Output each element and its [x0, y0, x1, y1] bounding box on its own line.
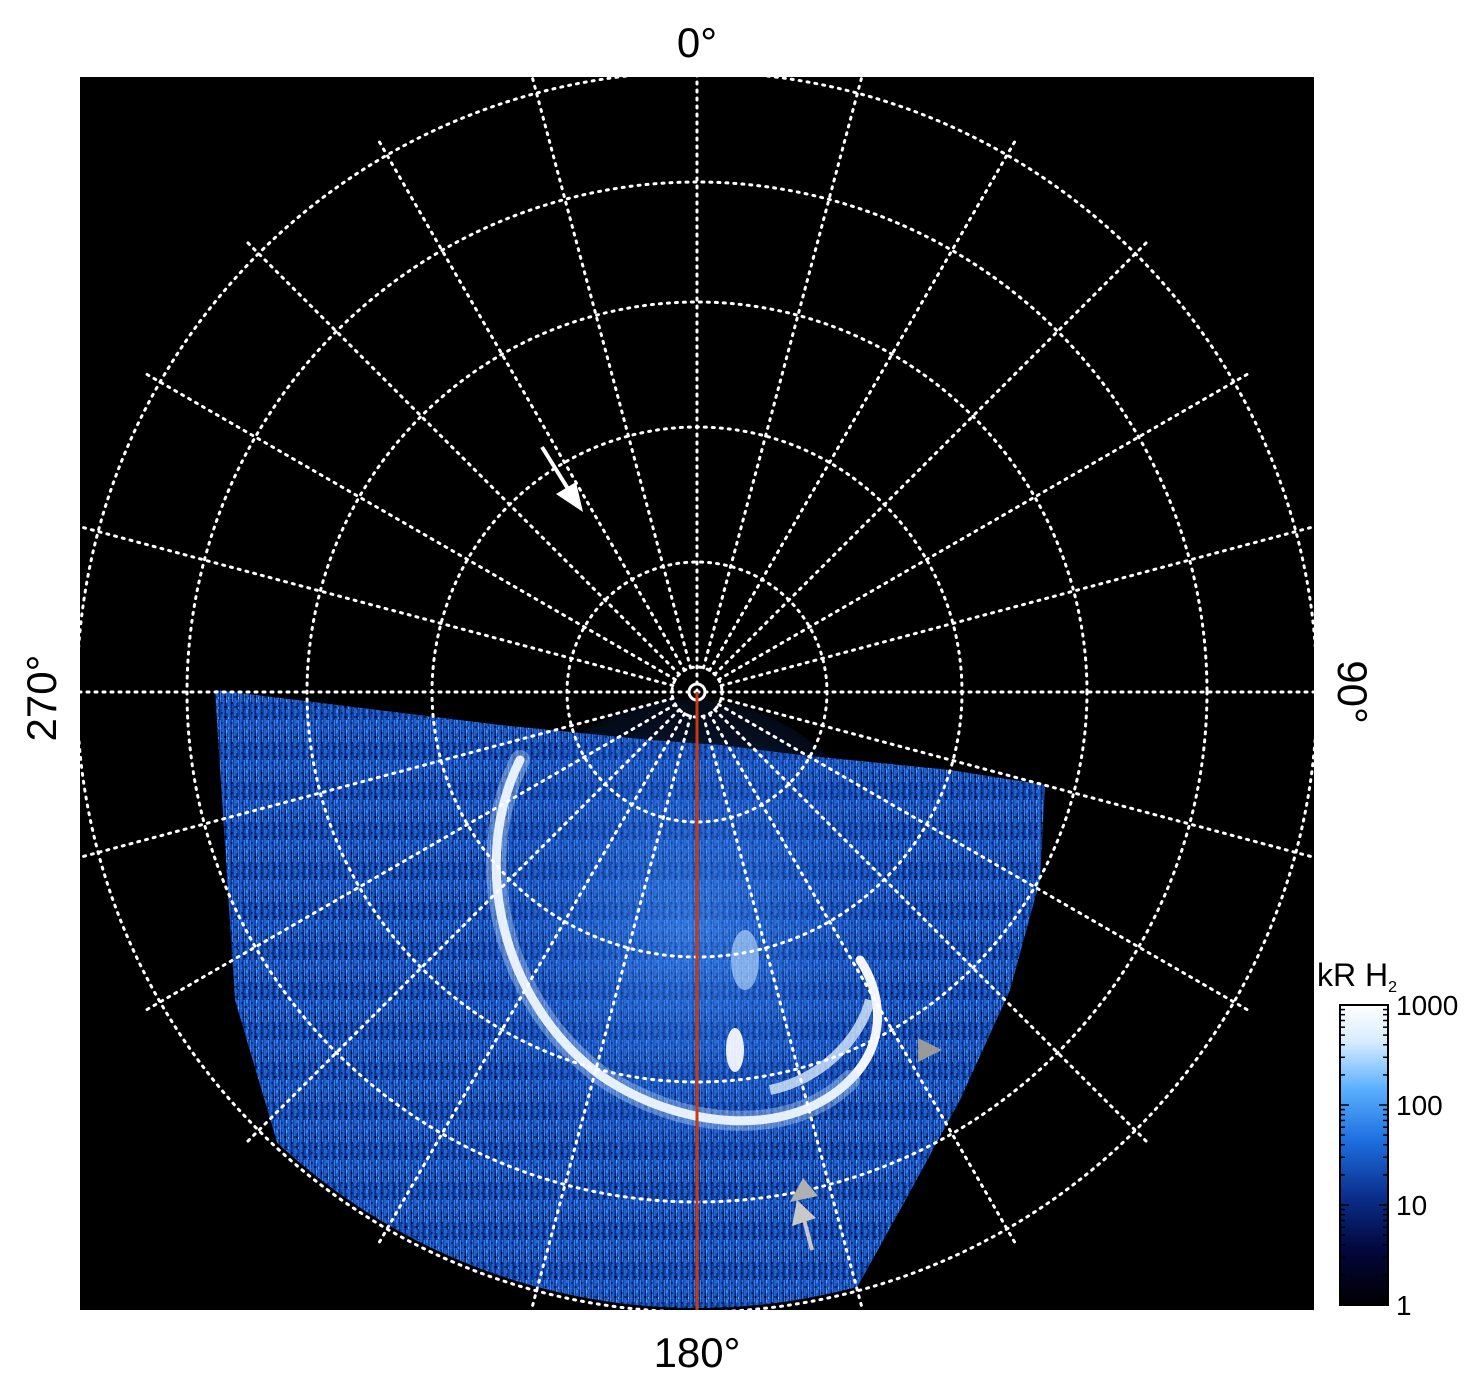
- meridian-line: [717, 703, 1253, 1014]
- colorbar: kR H2 1000 100 10 1: [1317, 957, 1458, 1321]
- meridian-line: [141, 370, 677, 681]
- colorbar-title-subscript: 2: [1388, 979, 1397, 996]
- angle-label-bottom: 180°: [654, 1329, 741, 1376]
- colorbar-tick-label: 1: [1396, 1290, 1412, 1321]
- meridian-line: [80, 525, 675, 688]
- meridian-line: [713, 237, 1152, 676]
- colorbar-tick-label: 100: [1396, 1090, 1443, 1121]
- angle-label-top: 0°: [677, 19, 717, 66]
- angle-label-right: 90°: [1329, 660, 1376, 724]
- emission-spot: [731, 930, 759, 990]
- latitude-ring: [305, 300, 1089, 1084]
- meridian-line: [530, 77, 693, 670]
- colorbar-scale: [1339, 1004, 1389, 1306]
- meridian-line: [701, 714, 865, 1310]
- annotation-arrow-gray: [792, 1200, 816, 1251]
- meridian-line: [141, 703, 677, 1014]
- meridian-line: [375, 136, 686, 672]
- colorbar-tick-label: 1000: [1396, 990, 1458, 1021]
- annotation-arrowhead-gray: [918, 1038, 942, 1062]
- meridian-line: [708, 712, 1019, 1248]
- meridian-line: [713, 708, 1152, 1147]
- annotation-arrowhead-gray-2: [790, 1178, 818, 1202]
- svg-text:kR H2: kR H2: [1317, 957, 1397, 996]
- angle-label-left: 270°: [18, 655, 65, 742]
- meridian-line: [701, 77, 864, 670]
- meridian-line: [708, 136, 1019, 672]
- colorbar-title: kR H: [1317, 957, 1388, 993]
- colorbar-tick-label: 10: [1396, 1190, 1427, 1221]
- meridian-line: [242, 237, 681, 676]
- emission-spot: [726, 1028, 744, 1072]
- meridian-line: [717, 370, 1253, 681]
- meridian-line: [529, 714, 693, 1310]
- meridian-line: [719, 696, 1314, 859]
- emission-field: [215, 690, 1045, 1308]
- main-auroral-oval: [491, 755, 882, 1126]
- meridian-line: [719, 525, 1314, 688]
- diffuse-emission: [480, 700, 900, 1160]
- colorbar-ticks: [1340, 1004, 1388, 1306]
- meridian-line: [242, 708, 681, 1147]
- meridian-line: [80, 696, 675, 859]
- meridian-line: [375, 712, 686, 1248]
- annotation-arrow-white: [540, 445, 583, 512]
